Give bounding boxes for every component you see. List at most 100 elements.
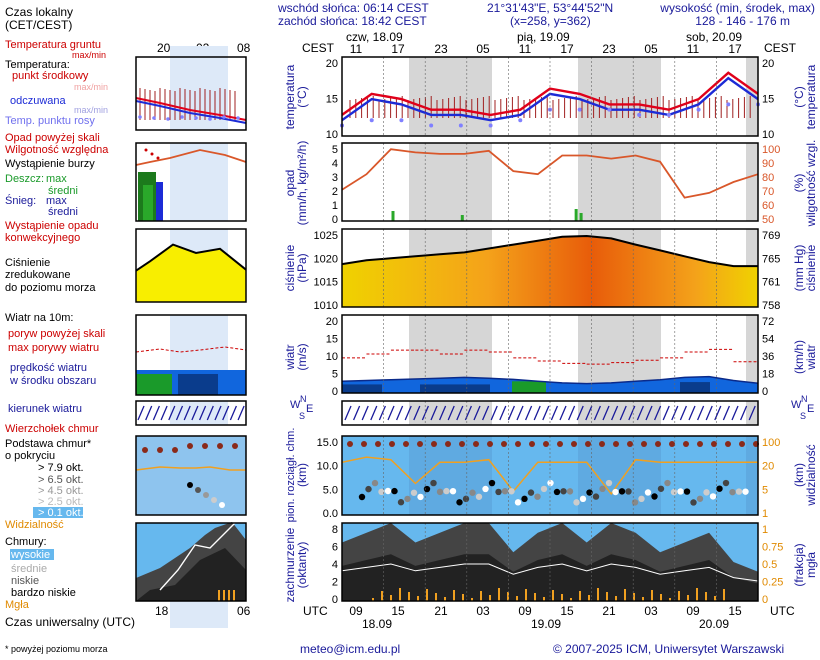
legend-high: wysokie [10, 549, 50, 561]
axis-right-3-3: 18 [762, 369, 774, 381]
hour-bottom-9: 09 [686, 604, 700, 618]
legend-wind-dir-arrow-3 [160, 405, 168, 421]
legend-wind-dir-arrow-13 [237, 405, 245, 421]
utc-label-left: UTC [303, 604, 328, 618]
wind-dir-arrow-39 [679, 405, 687, 421]
fog-bar-0 [372, 598, 374, 601]
axis-left-1-1: 4 [332, 158, 338, 170]
wind-dir-arrow-33 [628, 405, 636, 421]
cloud-top-dot-3 [389, 441, 395, 447]
legend-above-dot-2 [156, 156, 160, 160]
compass-s-left: S [299, 411, 305, 421]
wind-dir-arrow-3 [370, 405, 378, 421]
legend-humidity: Wilgotność względna [5, 144, 109, 156]
axis-right-5-1: 20 [762, 461, 774, 473]
cloud-top-dot-19 [613, 441, 619, 447]
legend-temp-line [135, 97, 247, 121]
axis-left-5-0: 15.0 [317, 437, 338, 449]
legend-wind-green [136, 374, 172, 395]
legend-cloud-base: Podstawa chmur* [5, 438, 92, 450]
legend-okt-2: > 6.5 okt. [38, 474, 84, 486]
footer-email[interactable]: meteo@icm.edu.pl [300, 642, 400, 656]
cloud-base-dot-30 [553, 488, 561, 496]
wind-dir-arrow-29 [593, 405, 601, 421]
axis-left-0-0: 20 [326, 58, 338, 70]
legend-dew-dot-0 [138, 115, 142, 119]
cloud-top-dot-10 [487, 441, 493, 447]
wind-dir-arrow-42 [705, 405, 713, 421]
cloud-base-dot-18 [475, 493, 483, 500]
wind-dir-arrow-40 [688, 405, 696, 421]
legend-felt: odczuwana [10, 95, 67, 107]
cloud-base-dot-4 [384, 487, 392, 495]
axis-right-2-1: 765 [762, 253, 780, 265]
cloud-top-dot-28 [739, 441, 745, 447]
legend-wind-speed: prędkość wiatru [10, 362, 87, 374]
hour-top-8: 05 [644, 42, 658, 56]
cloud-base-dot-56 [722, 479, 730, 487]
legend-cloud-top: Wierzchołek chmur [5, 423, 99, 435]
axis-right-1-3: 70 [762, 186, 774, 198]
wind-dir-arrow-16 [482, 405, 490, 421]
legend-humidity-line [135, 149, 247, 166]
legend-wind10: Wiatr na 10m: [5, 312, 73, 324]
legend-wind-dir-arrow-8 [199, 405, 207, 421]
legend-rain-mean-bar [143, 185, 153, 221]
legend-mid-point: punkt środkowy [12, 70, 89, 82]
axis-right-5-3: 1 [762, 508, 768, 520]
vis-axis-unit: (km) [792, 463, 806, 487]
axis-right-6-3: 0.25 [762, 577, 783, 589]
wind-axis-label: wiatr [283, 344, 297, 370]
wind-dir-arrow-41 [697, 405, 705, 421]
legend-dew-dot-6 [222, 115, 226, 119]
legend-top-dot-6 [232, 443, 238, 449]
cloud-top-dot-23 [669, 441, 675, 447]
legend-top-dot-2 [172, 447, 178, 453]
fog-bar-5 [417, 596, 419, 601]
cloud-axis-label: pion. rozciągł. chm. [285, 428, 297, 523]
hour-top-7: 23 [602, 42, 616, 56]
legend-okt-4: > 2.5 okt. [38, 496, 84, 508]
dew-point-6 [518, 118, 523, 123]
night-band-rain-0 [409, 143, 492, 221]
cloud-base-dot-21 [495, 488, 502, 496]
cloud-base-dot-10 [423, 485, 431, 493]
rain-bar-2 [574, 209, 578, 221]
legend-local-zone: (CET/CEST) [5, 18, 72, 32]
day-label-1: czw, 18.09 [346, 30, 403, 44]
cloud-base-dot-27 [534, 493, 541, 500]
cloud-top-dot-15 [557, 441, 563, 447]
legend-okt-5: > 0.1 okt. [38, 507, 84, 519]
axis-left-3-1: 15 [326, 334, 338, 346]
fog-bar-9 [453, 590, 455, 601]
wind-dir-arrow-0 [344, 405, 352, 421]
wind-dir-arrow-28 [585, 405, 593, 421]
cloud-top-dot-21 [641, 441, 647, 447]
axis-right-2-3: 758 [762, 300, 780, 312]
cloud-top-dot-4 [403, 441, 409, 447]
hour-top-2: 17 [391, 42, 405, 56]
legend-top-dot-0 [142, 447, 148, 453]
fog-bar-26 [606, 592, 608, 601]
wind-speed-line [341, 375, 759, 385]
legend-rain-mean: średni [48, 185, 78, 197]
cloud-base-dot-7 [404, 495, 411, 503]
cloud-top-dot-2 [375, 441, 381, 447]
hour-bottom-3: 21 [434, 604, 448, 618]
hour-bottom-6: 15 [560, 604, 574, 618]
wind-green-band [512, 381, 546, 393]
cloud-base-dot-40 [618, 488, 626, 495]
legend-wind-dir-arrow-6 [183, 405, 191, 421]
legend-top-dot-3 [187, 443, 193, 449]
axis-right-0-0: 20 [762, 58, 774, 70]
legend-dew-dot-2 [166, 117, 170, 121]
cloud-top-dot-6 [431, 441, 437, 447]
cest-label-left: CEST [302, 41, 335, 55]
legend-max-min-faded: max/min [74, 82, 108, 92]
cloud-base-dot-58 [735, 488, 743, 495]
legend-conv: Wystąpienie opadu [5, 220, 98, 232]
wind-dir-arrow-22 [533, 405, 541, 421]
wind-dark-band-3 [680, 382, 710, 393]
legend-temp-ground: Temperatura gruntu [5, 39, 101, 51]
